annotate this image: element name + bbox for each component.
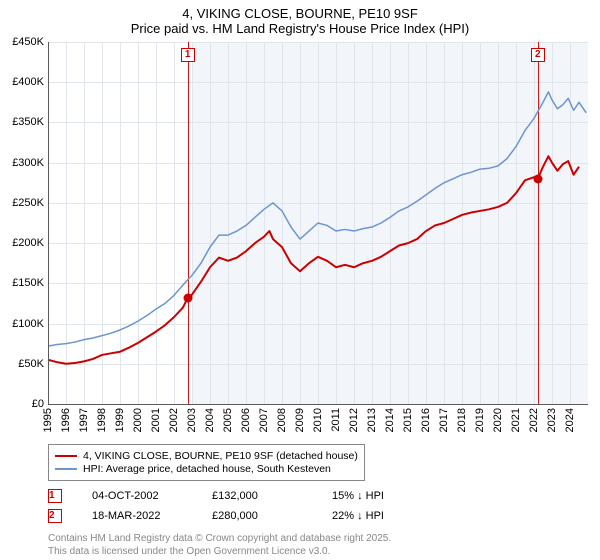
x-axis-label: 2008 [276, 408, 288, 432]
x-axis-label: 1996 [60, 408, 72, 432]
y-axis-label: £100K [2, 318, 44, 330]
copyright-line1: Contains HM Land Registry data © Crown c… [48, 532, 391, 545]
y-axis-label: £0 [2, 398, 44, 410]
x-axis-label: 2007 [258, 408, 270, 432]
legend-label: HPI: Average price, detached house, Sout… [83, 463, 331, 475]
copyright-line2: This data is licensed under the Open Gov… [48, 545, 391, 558]
x-axis-label: 2000 [132, 408, 144, 432]
x-axis-label: 2017 [438, 408, 450, 432]
x-axis-label: 1999 [114, 408, 126, 432]
x-axis-label: 2009 [294, 408, 306, 432]
x-axis-label: 2011 [330, 408, 342, 432]
title-block: 4, VIKING CLOSE, BOURNE, PE10 9SF Price … [0, 0, 600, 36]
sale-delta: 15% ↓ HPI [332, 490, 422, 502]
sale-delta: 22% ↓ HPI [332, 510, 422, 522]
sale-date: 18-MAR-2022 [92, 510, 182, 522]
sales-row: 1 04-OCT-2002 £132,000 15% ↓ HPI [48, 486, 422, 506]
x-axis-label: 2012 [348, 408, 360, 432]
x-axis-label: 2020 [492, 408, 504, 432]
copyright: Contains HM Land Registry data © Crown c… [48, 532, 391, 558]
x-axis-label: 2019 [474, 408, 486, 432]
sale-marker-label: 1 [48, 489, 62, 503]
series-lines [48, 42, 588, 404]
x-axis-label: 2004 [204, 408, 216, 432]
x-axis-label: 2021 [510, 408, 522, 432]
legend-swatch-icon [55, 455, 77, 457]
title-address: 4, VIKING CLOSE, BOURNE, PE10 9SF [0, 6, 600, 21]
chart-container: 4, VIKING CLOSE, BOURNE, PE10 9SF Price … [0, 0, 600, 560]
x-axis-label: 2024 [564, 408, 576, 432]
y-axis-label: £300K [2, 157, 44, 169]
legend: 4, VIKING CLOSE, BOURNE, PE10 9SF (detac… [48, 444, 365, 481]
x-axis-label: 1997 [78, 408, 90, 432]
legend-label: 4, VIKING CLOSE, BOURNE, PE10 9SF (detac… [83, 450, 358, 462]
title-subtitle: Price paid vs. HM Land Registry's House … [0, 21, 600, 36]
x-axis-label: 2010 [312, 408, 324, 432]
y-axis-label: £350K [2, 116, 44, 128]
x-axis-label: 2015 [402, 408, 414, 432]
axis-line [48, 404, 588, 405]
axis-line [48, 42, 49, 404]
sale-price: £132,000 [212, 490, 302, 502]
y-axis-label: £200K [2, 237, 44, 249]
x-axis-label: 1995 [42, 408, 54, 432]
x-axis-label: 2014 [384, 408, 396, 432]
sale-marker-label: 2 [48, 509, 62, 523]
x-axis-label: 2001 [150, 408, 162, 432]
legend-row: HPI: Average price, detached house, Sout… [55, 463, 358, 475]
chart-area: £0£50K£100K£150K£200K£250K£300K£350K£400… [48, 42, 588, 404]
x-axis-label: 2018 [456, 408, 468, 432]
x-axis-label: 2023 [546, 408, 558, 432]
sale-date: 04-OCT-2002 [92, 490, 182, 502]
sale-price: £280,000 [212, 510, 302, 522]
sales-row: 2 18-MAR-2022 £280,000 22% ↓ HPI [48, 506, 422, 526]
x-axis-label: 2013 [366, 408, 378, 432]
series-line [48, 92, 586, 346]
series-line [48, 156, 579, 364]
x-axis-label: 2022 [528, 408, 540, 432]
y-axis-label: £400K [2, 76, 44, 88]
legend-swatch-icon [55, 468, 77, 470]
y-axis-label: £450K [2, 36, 44, 48]
legend-row: 4, VIKING CLOSE, BOURNE, PE10 9SF (detac… [55, 450, 358, 462]
y-axis-label: £50K [2, 358, 44, 370]
y-axis-label: £150K [2, 277, 44, 289]
sales-table: 1 04-OCT-2002 £132,000 15% ↓ HPI 2 18-MAR-202… [48, 486, 422, 526]
x-axis-label: 2003 [186, 408, 198, 432]
x-axis-label: 2005 [222, 408, 234, 432]
y-axis-label: £250K [2, 197, 44, 209]
x-axis-label: 2002 [168, 408, 180, 432]
x-axis-label: 2016 [420, 408, 432, 432]
x-axis-label: 2006 [240, 408, 252, 432]
x-axis-label: 1998 [96, 408, 108, 432]
